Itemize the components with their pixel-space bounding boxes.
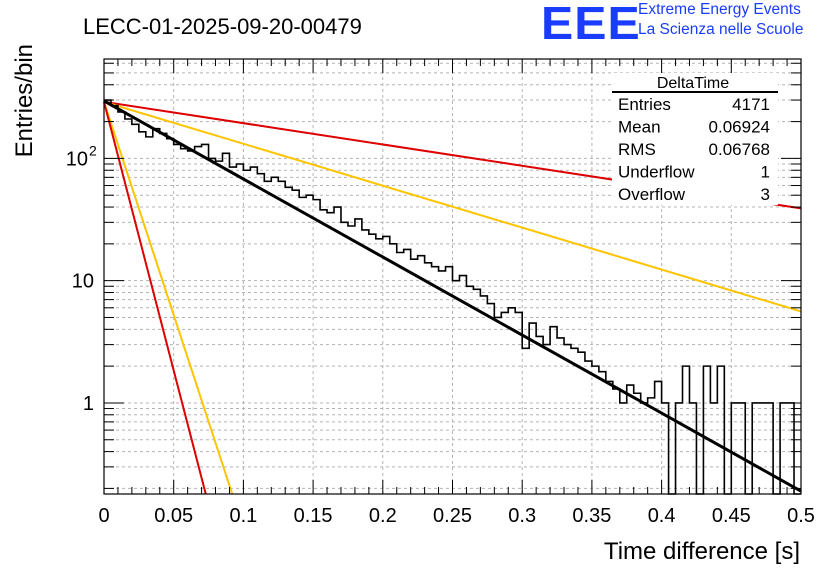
x-tick-label: 0.2: [369, 505, 397, 527]
stats-row-value: 1: [761, 163, 770, 182]
eee-logo: EEE: [541, 0, 641, 49]
stats-row-label: Entries: [618, 95, 671, 114]
x-tick-label: 0.45: [712, 505, 751, 527]
reference-curve-yellow: [103, 100, 802, 313]
x-tick-label: 0.5: [787, 505, 815, 527]
stats-row-value: 4171: [732, 95, 770, 114]
y-tick-label: 10: [66, 148, 88, 170]
reference-curve-yellow: [103, 101, 234, 495]
y-axis-label: Entries/bin: [11, 44, 38, 157]
x-tick-label: 0.15: [294, 505, 333, 527]
stats-row-value: 0.06768: [709, 140, 770, 159]
stats-box: DeltaTime Entries 4171 Mean 0.06924 RMS 0.067…: [612, 73, 778, 205]
fit-line-exponential: [103, 99, 802, 493]
stats-box-background: [612, 73, 778, 205]
x-tick-label: 0.25: [433, 505, 472, 527]
stats-row-label: Underflow: [618, 163, 695, 182]
logo-line-1: Extreme Energy Events: [638, 1, 801, 18]
axis-ticks: 0 0.05 0.1 0.15 0.2 0.25 0.3 0.35 0.4 0.45 0.5 1 10 1…: [66, 59, 815, 527]
stats-box-name: DeltaTime: [657, 75, 729, 92]
stats-row-label: Overflow: [618, 185, 686, 204]
stats-row-label: Mean: [618, 118, 661, 137]
x-tick-label: 0.05: [154, 505, 193, 527]
x-tick-label: 0.3: [508, 505, 536, 527]
fit-line: [103, 99, 802, 493]
reference-curve-red: [103, 101, 207, 495]
y-tick-label: 10: [72, 271, 94, 293]
x-tick-label: 0: [98, 505, 109, 527]
x-tick-label: 0.4: [648, 505, 676, 527]
x-axis-label: Time difference [s]: [604, 538, 800, 565]
y-tick-label-exponent: 2: [89, 142, 97, 158]
chart-title: LECC-01-2025-09-20-00479: [83, 14, 362, 39]
stats-row-value: 3: [761, 185, 770, 204]
x-tick-label: 0.1: [229, 505, 257, 527]
stats-row-label: RMS: [618, 140, 656, 159]
stats-row-value: 0.06924: [709, 118, 770, 137]
logo-line-2: La Scienza nelle Scuole: [638, 21, 804, 38]
y-tick-label: 1: [83, 393, 94, 415]
x-tick-label: 0.35: [572, 505, 611, 527]
